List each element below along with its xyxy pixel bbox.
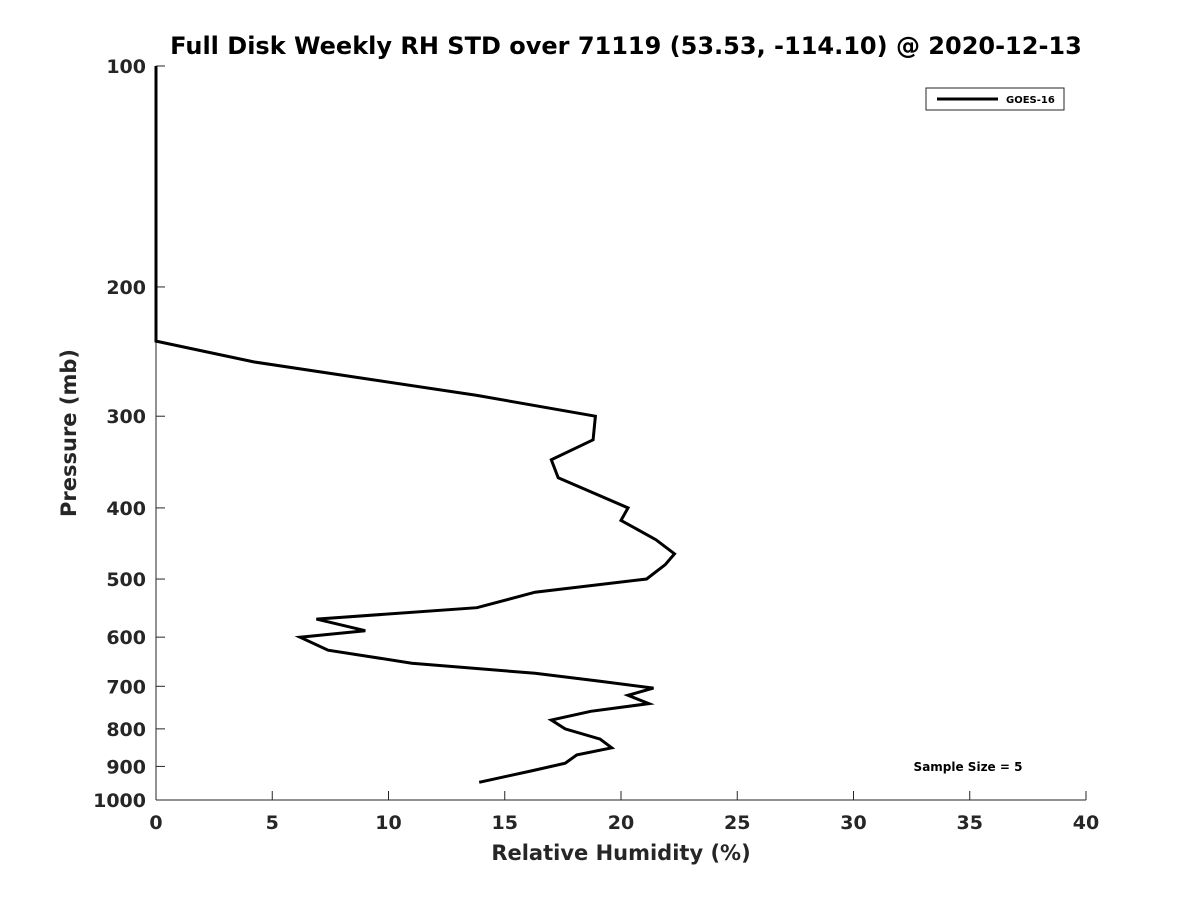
y-tick-label: 200	[106, 277, 146, 299]
legend-label-goes-16: GOES-16	[1006, 95, 1055, 106]
x-tick-label: 20	[608, 812, 634, 834]
y-tick-label: 800	[106, 719, 146, 741]
x-axis-label: Relative Humidity (%)	[491, 841, 750, 865]
x-axis-ticks: 0 5 10 15 20 25 30 35 40	[149, 791, 1099, 834]
x-tick-label: 0	[149, 812, 162, 834]
x-tick-label: 40	[1073, 812, 1099, 834]
y-tick-label: 400	[106, 498, 146, 520]
legend: GOES-16	[925, 87, 1065, 111]
axes	[155, 66, 1086, 801]
x-tick-label: 35	[957, 812, 983, 834]
x-tick-label: 15	[492, 812, 518, 834]
y-tick-label: 900	[106, 756, 146, 778]
y-tick-label: 500	[106, 569, 146, 591]
series-line-goes-16	[154, 66, 677, 784]
y-axis-ticks: 100 200 300 400 500 600 700 800 900 1000	[93, 56, 165, 812]
x-tick-label: 30	[840, 812, 866, 834]
x-tick-label: 5	[266, 812, 279, 834]
x-tick-label: 10	[375, 812, 401, 834]
y-tick-label: 300	[106, 406, 146, 428]
x-tick-label: 25	[724, 812, 750, 834]
chart-title: Full Disk Weekly RH STD over 71119 (53.5…	[170, 32, 1082, 60]
y-tick-label: 1000	[93, 790, 146, 812]
y-tick-label: 100	[106, 56, 146, 78]
y-tick-label: 600	[106, 627, 146, 649]
y-axis-label: Pressure (mb)	[57, 349, 81, 517]
y-tick-label: 700	[106, 676, 146, 698]
series-layer	[154, 66, 677, 784]
sample-size-annotation: Sample Size = 5	[914, 760, 1023, 774]
